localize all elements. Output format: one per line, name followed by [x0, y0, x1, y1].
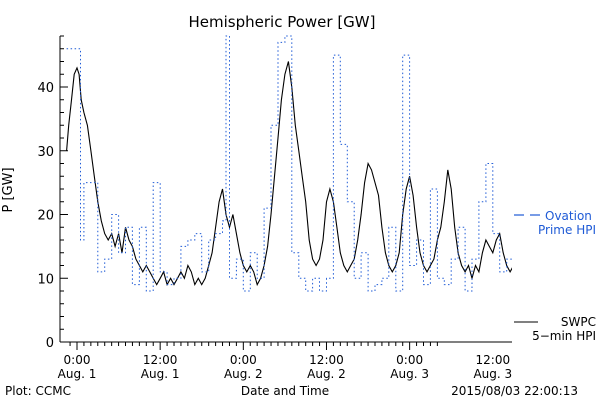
y-tick-label: 30: [37, 145, 54, 160]
x-tick-time-label: 12:00: [476, 353, 511, 367]
x-tick-date-label: Aug. 2: [224, 367, 263, 381]
ovation-prime-hpi-series: [66, 35, 512, 292]
x-tick-time-label: 0:00: [64, 353, 91, 367]
ovation-legend-label-line1: Ovation: [545, 209, 592, 223]
x-tick-time-label: 12:00: [309, 353, 344, 367]
y-tick-label: 0: [46, 336, 54, 351]
swpc-legend-label-line1: SWPC: [561, 315, 596, 329]
y-axis-label: P [GW]: [1, 167, 16, 212]
x-tick-date-label: Aug. 3: [390, 367, 429, 381]
x-tick-time-label: 0:00: [230, 353, 257, 367]
chart-title: Hemispheric Power [GW]: [189, 13, 376, 31]
x-tick-date-label: Aug. 2: [307, 367, 346, 381]
x-tick-time-label: 12:00: [143, 353, 178, 367]
y-tick-label: 10: [37, 272, 54, 287]
ovation-legend-label-line2: Prime HPI: [538, 223, 596, 237]
swpc-legend-label-line2: 5−min HPI: [532, 329, 596, 343]
y-tick-label: 40: [37, 81, 54, 96]
footer-timestamp: 2015/08/03 22:00:13: [451, 384, 578, 398]
x-axis-label: Date and Time: [241, 384, 329, 398]
footer-plot-credit: Plot: CCMC: [5, 384, 71, 398]
swpc-5min-hpi-series: [66, 61, 512, 287]
y-tick-label: 20: [37, 209, 54, 224]
x-tick-date-label: Aug. 1: [141, 367, 180, 381]
x-tick-time-label: 0:00: [396, 353, 423, 367]
x-tick-date-label: Aug. 1: [58, 367, 97, 381]
x-tick-date-label: Aug. 3: [473, 367, 512, 381]
